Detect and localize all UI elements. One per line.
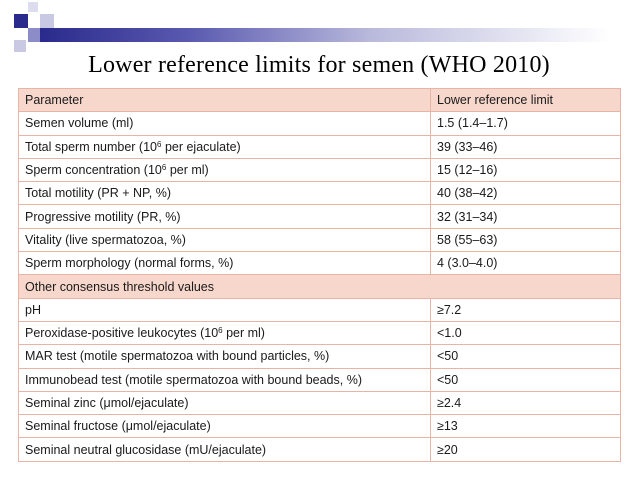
table-row: Vitality (live spermatozoa, %) 58 (55–63…	[18, 227, 621, 253]
parameter-cell: Sperm concentration (106 per ml)	[18, 157, 431, 183]
table-section-row: Other consensus threshold values	[18, 274, 621, 299]
parameter-cell: Total motility (PR + NP, %)	[18, 181, 431, 206]
limit-cell: 15 (12–16)	[430, 157, 621, 183]
table-header-row: Parameter Lower reference limit	[18, 87, 621, 113]
parameter-cell: Vitality (live spermatozoa, %)	[18, 227, 431, 253]
reference-limits-table: Parameter Lower reference limit Semen vo…	[18, 87, 621, 462]
table-row: Progressive motility (PR, %) 32 (31–34)	[18, 204, 621, 229]
parameter-cell: Sperm morphology (normal forms, %)	[18, 251, 431, 276]
table-row: MAR test (motile spermatozoa with bound …	[18, 344, 621, 369]
slide-ornament-square	[28, 28, 42, 42]
limit-cell: 32 (31–34)	[430, 204, 621, 229]
table-row: Semen volume (ml) 1.5 (1.4–1.7)	[18, 111, 621, 136]
slide-ornament-square	[40, 14, 54, 28]
limit-cell: 1.5 (1.4–1.7)	[430, 111, 621, 136]
limit-cell: 58 (55–63)	[430, 227, 621, 253]
column-header-parameter: Parameter	[18, 87, 431, 113]
parameter-cell: Semen volume (ml)	[18, 111, 431, 136]
parameter-cell: Progressive motility (PR, %)	[18, 204, 431, 229]
limit-cell: <50	[430, 344, 621, 369]
limit-cell: ≥13	[430, 414, 621, 439]
section-label: Other consensus threshold values	[18, 274, 621, 299]
table-row: pH ≥7.2	[18, 297, 621, 322]
slide-ornament-square	[14, 40, 26, 52]
table-row: Peroxidase-positive leukocytes (106 per …	[18, 320, 621, 346]
limit-cell: <1.0	[430, 320, 621, 346]
limit-cell: 40 (38–42)	[430, 181, 621, 206]
table-row: Seminal fructose (μmol/ejaculate) ≥13	[18, 414, 621, 439]
table-row: Total sperm number (106 per ejaculate) 3…	[18, 134, 621, 159]
parameter-cell: Total sperm number (106 per ejaculate)	[18, 134, 431, 159]
parameter-cell: Seminal zinc (μmol/ejaculate)	[18, 390, 431, 416]
limit-cell: ≥20	[430, 437, 621, 462]
title-accent-bar	[40, 28, 638, 42]
table-row: Seminal neutral glucosidase (mU/ejaculat…	[18, 437, 621, 462]
slide-ornament-square	[28, 2, 38, 12]
limit-cell: <50	[430, 367, 621, 392]
limit-cell: ≥7.2	[430, 297, 621, 322]
limit-cell: 39 (33–46)	[430, 134, 621, 159]
limit-cell: 4 (3.0–4.0)	[430, 251, 621, 276]
parameter-cell: Seminal neutral glucosidase (mU/ejaculat…	[18, 437, 431, 462]
parameter-cell: pH	[18, 297, 431, 322]
table-row: Sperm morphology (normal forms, %) 4 (3.…	[18, 251, 621, 276]
slide-ornament-square	[14, 14, 28, 28]
limit-cell: ≥2.4	[430, 390, 621, 416]
table-row: Seminal zinc (μmol/ejaculate) ≥2.4	[18, 390, 621, 416]
parameter-cell: MAR test (motile spermatozoa with bound …	[18, 344, 431, 369]
column-header-limit: Lower reference limit	[430, 87, 621, 113]
parameter-cell: Peroxidase-positive leukocytes (106 per …	[18, 320, 431, 346]
table-row: Total motility (PR + NP, %) 40 (38–42)	[18, 181, 621, 206]
slide-title: Lower reference limits for semen (WHO 20…	[88, 52, 550, 78]
parameter-cell: Immunobead test (motile spermatozoa with…	[18, 367, 431, 392]
table-row: Sperm concentration (106 per ml) 15 (12–…	[18, 157, 621, 183]
table-row: Immunobead test (motile spermatozoa with…	[18, 367, 621, 392]
parameter-cell: Seminal fructose (μmol/ejaculate)	[18, 414, 431, 439]
